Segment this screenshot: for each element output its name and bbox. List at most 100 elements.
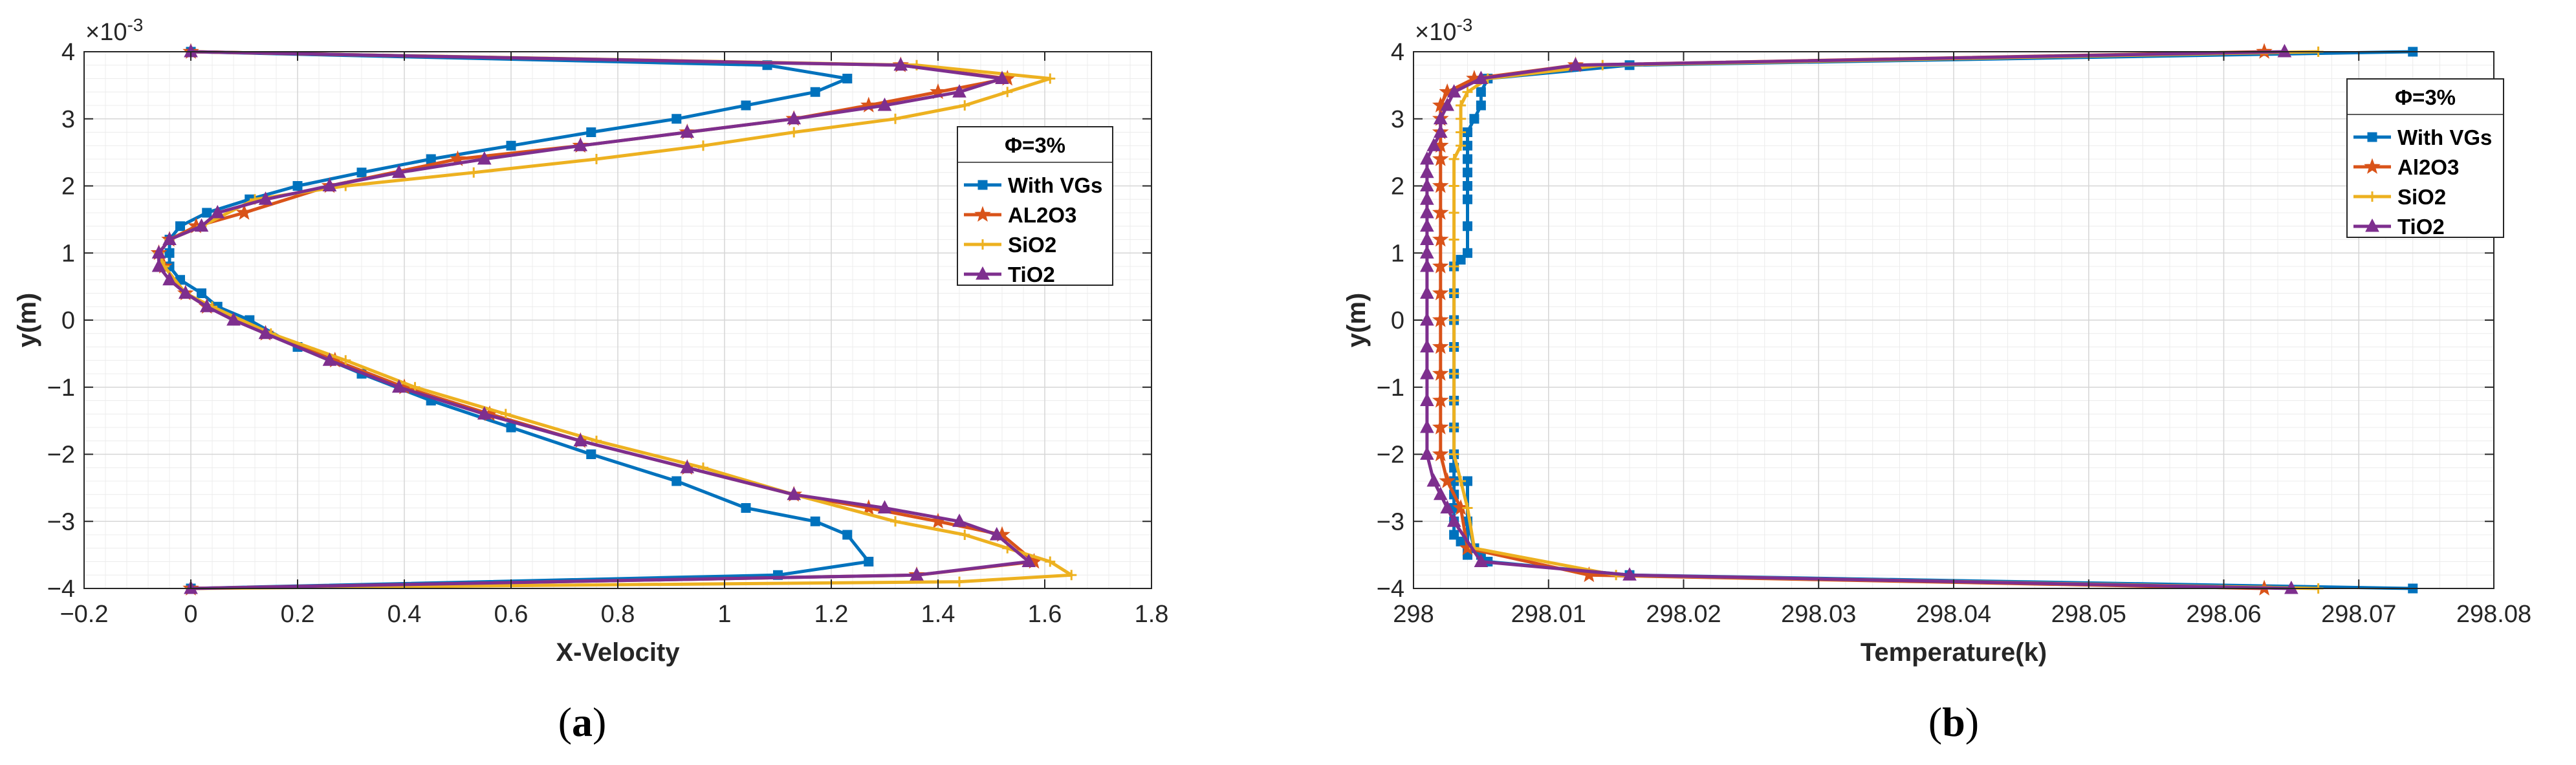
- y-tick-label: 3: [1391, 106, 1404, 133]
- marker-sio2-plus: [1448, 208, 1459, 218]
- marker-tio2-triangle: [1420, 393, 1434, 406]
- marker-al2o3-star: [1432, 231, 1449, 247]
- marker-sio2-plus: [1448, 180, 1459, 191]
- marker-sio2-plus: [2367, 191, 2377, 202]
- marker-with-vgs-square: [175, 221, 185, 232]
- marker-tio2-triangle: [151, 258, 166, 272]
- marker-tio2-triangle: [1446, 84, 1461, 98]
- marker-tio2-triangle: [1622, 567, 1637, 581]
- marker-tio2-triangle: [1021, 554, 1036, 567]
- marker-tio2-triangle: [1433, 486, 1448, 501]
- marker-tio2-triangle: [976, 266, 990, 280]
- caption-close-paren: ): [593, 699, 606, 745]
- y-tick-label: 4: [61, 39, 75, 66]
- x-tick-label: 298.04: [1916, 601, 1991, 628]
- marker-with-vgs-square: [741, 100, 751, 111]
- marker-tio2-triangle: [1440, 97, 1455, 111]
- marker-tio2-triangle: [952, 84, 966, 98]
- marker-tio2-triangle: [162, 232, 177, 245]
- marker-tio2-triangle: [1420, 446, 1434, 460]
- caption-open-paren: (: [558, 699, 572, 745]
- marker-tio2-triangle: [680, 124, 695, 138]
- marker-tio2-triangle: [877, 97, 892, 111]
- x-tick-label: −0.2: [60, 601, 108, 628]
- x-tick-label: 1.4: [921, 601, 955, 628]
- marker-with-vgs-square: [1463, 221, 1472, 232]
- y-tick-label: 2: [1391, 173, 1404, 200]
- x-tick-label: 1.2: [814, 601, 849, 628]
- caption-open-paren: (: [1928, 699, 1942, 745]
- marker-sio2-plus: [1456, 127, 1467, 138]
- x-tick-label: 298.06: [2186, 601, 2261, 628]
- legend-title: Φ=3%: [1005, 133, 1065, 157]
- marker-tio2-triangle: [194, 218, 209, 232]
- marker-tio2-triangle: [1420, 365, 1434, 380]
- marker-tio2-triangle: [877, 500, 892, 513]
- marker-with-vgs-square: [586, 449, 596, 459]
- marker-tio2-triangle: [199, 299, 214, 312]
- y-exponent-label: ×10-3: [1415, 15, 1472, 46]
- series-tio2: [151, 43, 1036, 594]
- y-tick-label: −1: [1377, 374, 1404, 402]
- marker-with-vgs-square: [671, 114, 682, 124]
- marker-tio2-triangle: [680, 460, 695, 473]
- marker-tio2-triangle: [322, 352, 337, 366]
- chart-panel-b: 298 298.01 298.02 298.03 298.04 298.05 298.06 2…: [1342, 15, 2531, 745]
- series-line-tio2: [157, 50, 1031, 590]
- marker-with-vgs-square: [197, 288, 206, 298]
- marker-with-vgs-square: [842, 530, 853, 540]
- marker-sio2-plus: [890, 516, 901, 527]
- x-tick-label: 0.6: [494, 601, 529, 628]
- marker-with-vgs-square: [1469, 114, 1479, 124]
- y-tick-label: −2: [1377, 442, 1404, 469]
- marker-tio2-triangle: [1433, 124, 1448, 138]
- legend-label: SiO2: [2397, 185, 2446, 209]
- x-tick-label: 298.01: [1511, 601, 1586, 628]
- marker-sio2-plus: [1002, 87, 1013, 98]
- ticks: 298 298.01 298.02 298.03 298.04 298.05 298.06 2…: [1377, 39, 2531, 628]
- y-tick-label: 0: [1391, 307, 1404, 334]
- marker-sio2-plus: [1045, 556, 1056, 567]
- legend-entry-al2o3: AL2O3: [964, 203, 1076, 227]
- x-tick-label: 298: [1393, 601, 1434, 628]
- legend-entry-with-vgs: With VGs: [964, 173, 1102, 197]
- marker-tio2-triangle: [1420, 151, 1434, 165]
- marker-tio2-triangle: [1420, 204, 1434, 219]
- legend-label: SiO2: [1008, 233, 1056, 257]
- legend-entry-sio2: SiO2: [2353, 185, 2446, 209]
- marker-tio2-triangle: [2277, 43, 2292, 58]
- legend-title: Φ=3%: [2395, 85, 2456, 109]
- series-line-sio2: [157, 50, 1073, 590]
- marker-tio2-triangle: [162, 272, 177, 286]
- marker-sio2-plus: [1462, 87, 1473, 98]
- caption-letter: a: [572, 699, 593, 745]
- marker-sio2-plus: [1456, 100, 1467, 111]
- x-tick-label: 298.03: [1781, 601, 1856, 628]
- y-tick-label: −3: [1377, 508, 1404, 535]
- marker-sio2-plus: [1456, 140, 1467, 151]
- marker-tio2-triangle: [1440, 500, 1455, 513]
- legend-label: AL2O3: [1008, 203, 1076, 227]
- marker-tio2-triangle: [1474, 554, 1489, 567]
- x-tick-label: 298.02: [1646, 601, 1721, 628]
- legend-entry-with-vgs: With VGs: [2353, 125, 2492, 149]
- marker-sio2-plus: [789, 127, 800, 138]
- marker-tio2-triangle: [151, 245, 166, 259]
- marker-with-vgs-square: [356, 167, 367, 178]
- series-tio2: [1420, 43, 2298, 594]
- marker-tio2-triangle: [1420, 164, 1434, 178]
- y-axis-label: y(m): [13, 293, 41, 347]
- legend-label: With VGs: [1008, 173, 1102, 197]
- marker-sio2-plus: [1045, 73, 1056, 84]
- marker-tio2-triangle: [1420, 339, 1434, 352]
- y-exponent-power: -3: [1456, 15, 1472, 35]
- x-axis-label: X-Velocity: [556, 638, 680, 667]
- x-axis-label: Temperature(k): [1861, 638, 2047, 667]
- marker-sio2-plus: [1448, 234, 1459, 245]
- legend-entry-sio2: SiO2: [964, 233, 1056, 257]
- marker-tio2-triangle: [910, 567, 924, 581]
- marker-with-vgs-square: [426, 154, 436, 164]
- marker-sio2-plus: [591, 154, 602, 164]
- marker-with-vgs-square: [842, 74, 853, 83]
- x-tick-label: 1: [717, 601, 731, 628]
